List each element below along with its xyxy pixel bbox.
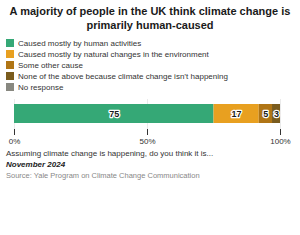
svg-text:5: 5 <box>263 108 268 118</box>
svg-text:3: 3 <box>274 108 279 118</box>
html-text:Some other cause: Some other cause <box>18 60 83 70</box>
html-text:None of the above because clim: None of the above because climate change… <box>18 71 228 81</box>
html-text:Caused mostly by human activit: Caused mostly by human activities <box>18 38 142 48</box>
html-text:Caused mostly by natural chang: Caused mostly by natural changes in the … <box>18 49 209 59</box>
svg-text:17: 17 <box>232 108 242 118</box>
html-text:November 2024: November 2024 <box>6 159 66 169</box>
html-text:Assuming climate change is hap: Assuming climate change is happening, do… <box>6 148 214 158</box>
svg-text:75: 75 <box>109 108 119 118</box>
svg-text:50%: 50% <box>139 137 155 146</box>
html-text:A majority of people in the UK: A majority of people in the UK think cli… <box>9 5 291 31</box>
svg-text:100%: 100% <box>270 137 290 146</box>
svg-text:0%: 0% <box>9 137 21 146</box>
html-text:Source: Yale Program on Climat: Source: Yale Program on Climate Change C… <box>6 170 200 180</box>
html-text:No response: No response <box>18 82 64 92</box>
